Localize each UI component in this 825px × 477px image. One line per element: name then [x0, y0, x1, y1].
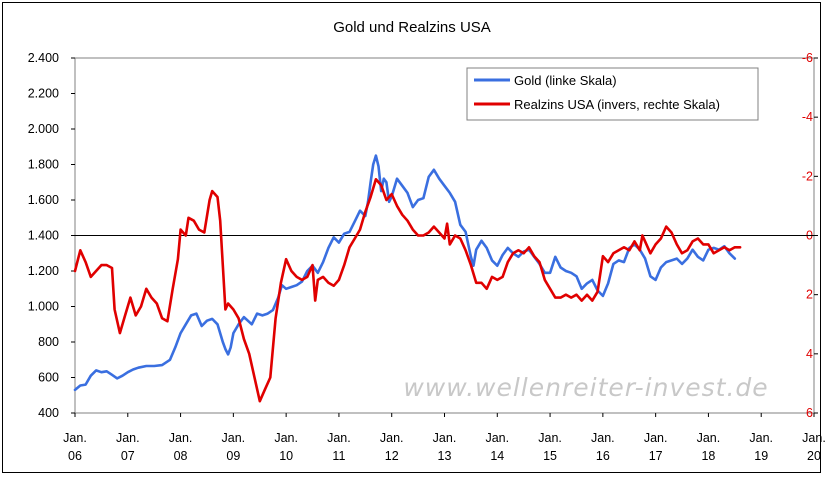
- left-axis-tick-label: 1.400: [28, 229, 59, 243]
- chart-title: Gold und Realzins USA: [333, 19, 491, 36]
- x-axis-tick-label-top: Jan.: [538, 431, 562, 445]
- x-axis-tick-label-bottom: 20: [807, 449, 821, 463]
- x-axis-tick-label-bottom: 07: [121, 449, 135, 463]
- x-axis-tick-label-bottom: 06: [68, 449, 82, 463]
- x-axis-tick-label-bottom: 09: [226, 449, 240, 463]
- left-axis-tick-label: 2.400: [28, 51, 59, 65]
- left-axis-tick-label: 2.000: [28, 122, 59, 136]
- right-axis-tick-label: -2: [802, 169, 813, 183]
- x-axis-tick-label-top: Jan.: [222, 431, 246, 445]
- left-axis-tick-label: 600: [38, 371, 59, 385]
- series-layer: [73, 154, 742, 403]
- legend-box: [466, 67, 759, 121]
- x-axis-tick-label-bottom: 14: [490, 449, 504, 463]
- x-axis-tick-label-top: Jan.: [116, 431, 140, 445]
- left-axis-tick-label: 1.600: [28, 193, 59, 207]
- x-axis-tick-label-top: Jan.: [644, 431, 668, 445]
- series-line-gold: [73, 154, 737, 392]
- right-axis-tick-label: 2: [806, 288, 813, 302]
- right-axis-tick-label: 6: [806, 406, 813, 420]
- watermark-text: www.wellenreiter-invest.de: [403, 373, 768, 402]
- x-axis-tick-label-top: Jan.: [591, 431, 615, 445]
- x-axis-tick-label-bottom: 13: [438, 449, 452, 463]
- left-axis-tick-label: 1.200: [28, 264, 59, 278]
- left-axis-tick-label: 2.200: [28, 87, 59, 101]
- x-axis-tick-label-bottom: 10: [279, 449, 293, 463]
- x-axis-tick-label-top: Jan.: [802, 431, 825, 445]
- x-axis-tick-label-top: Jan.: [274, 431, 298, 445]
- x-axis-tick-label-top: Jan.: [433, 431, 457, 445]
- x-axis-tick-label-bottom: 11: [332, 449, 345, 463]
- x-axis-tick-label-top: Jan.: [485, 431, 509, 445]
- right-axis-tick-label: -4: [802, 110, 813, 124]
- right-axis-tick-label: 4: [806, 347, 813, 361]
- x-axis-tick-label-top: Jan.: [327, 431, 351, 445]
- left-axis-tick-label: 1.000: [28, 300, 59, 314]
- x-axis-tick-label-bottom: 18: [701, 449, 715, 463]
- x-axis-tick-label-top: Jan.: [697, 431, 721, 445]
- legend: Gold (linke Skala) Realzins USA (invers,…: [466, 67, 759, 121]
- x-axis-tick-label-bottom: 08: [174, 449, 188, 463]
- x-axis-tick-label-bottom: 16: [596, 449, 610, 463]
- x-axis-tick-label-bottom: 19: [754, 449, 768, 463]
- x-axis-tick-label-top: Jan.: [63, 431, 87, 445]
- left-axis-tick-label: 800: [38, 335, 59, 349]
- left-axis-tick-label: 1.800: [28, 158, 59, 172]
- x-axis-tick-label-top: Jan.: [380, 431, 404, 445]
- series-line-realzins: [73, 178, 742, 403]
- right-axis-tick-label: -6: [802, 51, 813, 65]
- x-axis-tick-label-top: Jan.: [749, 431, 773, 445]
- legend-label-gold: Gold (linke Skala): [514, 73, 617, 88]
- legend-label-realzins: Realzins USA (invers, rechte Skala): [514, 97, 720, 112]
- x-axis-tick-label-bottom: 17: [649, 449, 663, 463]
- x-axis-tick-label-bottom: 15: [543, 449, 557, 463]
- x-axis-tick-label-top: Jan.: [169, 431, 193, 445]
- x-axis-tick-label-bottom: 12: [385, 449, 399, 463]
- left-axis-tick-label: 400: [38, 406, 59, 420]
